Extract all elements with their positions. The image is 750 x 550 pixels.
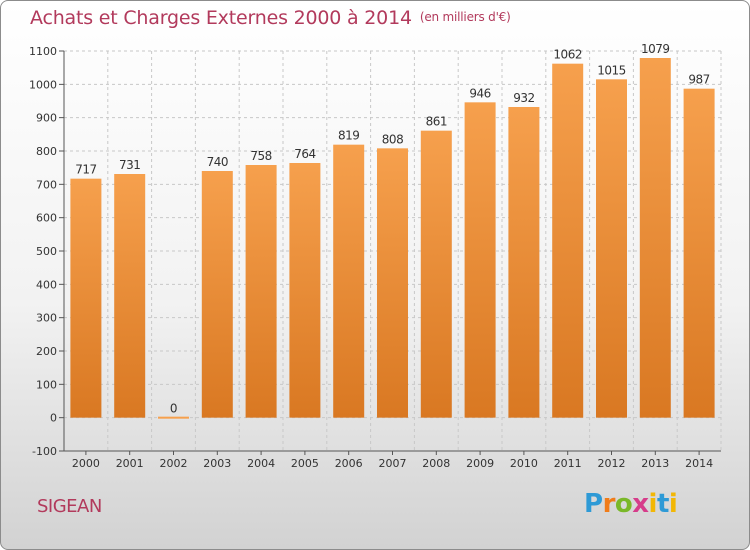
bar: [420, 130, 452, 418]
x-tick-label: 2013: [641, 457, 669, 470]
bar: [683, 88, 715, 418]
bar: [114, 174, 146, 418]
data-label: 861: [426, 115, 447, 129]
data-labels: 717 731 0 740 758 764 819 808 861 946 932 1062 1015 1…: [75, 42, 710, 416]
x-tick-label: 2000: [72, 457, 100, 470]
bar: [377, 148, 408, 418]
data-label: 731: [119, 158, 140, 172]
data-label: 808: [382, 132, 403, 146]
data-label: 740: [207, 155, 228, 169]
data-label: 819: [338, 129, 359, 143]
logo-letter: P: [584, 489, 603, 519]
logo-letter: x: [632, 489, 649, 519]
y-tick-label: -100: [32, 445, 57, 458]
chart-title-text: Achats et Charges Externes 2000 à 2014: [30, 7, 412, 29]
x-tick-label: 2012: [598, 457, 626, 470]
data-label: 717: [75, 163, 96, 177]
bars: [70, 58, 715, 419]
bar: [464, 102, 496, 418]
x-tick-label: 2014: [685, 457, 713, 470]
proxiti-logo: Proxiti: [584, 489, 678, 519]
data-label: 1062: [553, 48, 582, 62]
y-tick-label: 1100: [29, 45, 57, 58]
y-tick-label: 200: [36, 345, 57, 358]
bar: [333, 144, 365, 418]
x-tick-label: 2011: [554, 457, 582, 470]
bar: [639, 58, 671, 418]
logo-letter: i: [668, 489, 678, 519]
bar: [245, 165, 277, 418]
logo-letter: o: [614, 489, 633, 519]
data-label: 764: [294, 147, 315, 161]
bar: [158, 416, 189, 419]
commune-name: SIGEAN: [37, 496, 102, 517]
y-tick-label: 0: [50, 412, 57, 425]
x-tick-label: 2003: [203, 457, 231, 470]
y-tick-label: 700: [36, 178, 57, 191]
x-tick-label: 2007: [379, 457, 407, 470]
y-tick-label: 500: [36, 245, 57, 258]
data-label: 987: [688, 73, 709, 87]
bar: [289, 163, 321, 418]
y-tick-label: 400: [36, 278, 57, 291]
data-label: 1079: [641, 42, 670, 56]
y-tick-label: 1000: [29, 78, 57, 91]
bar: [552, 63, 584, 418]
axes: -100 0 100 200 300 400 500 600 700 800 900 1000 1100…: [29, 45, 721, 470]
unit-note: (en milliers d'€): [419, 10, 511, 24]
y-tick-label: 300: [36, 312, 57, 325]
data-label: 1015: [597, 63, 626, 77]
logo-letter: r: [602, 489, 616, 519]
y-tick-label: 100: [36, 378, 57, 391]
x-tick-label: 2010: [510, 457, 538, 470]
x-tick-label: 2005: [291, 457, 319, 470]
data-label: 946: [469, 86, 490, 100]
bar: [508, 107, 540, 418]
y-tick-label: 800: [36, 145, 57, 158]
chart-title: Achats et Charges Externes 2000 à 2014 (e…: [30, 7, 511, 29]
logo-letter: i: [648, 489, 658, 519]
x-tick-label: 2001: [116, 457, 144, 470]
x-tick-label: 2006: [335, 457, 363, 470]
logo-letter: t: [656, 489, 669, 519]
data-label: 932: [513, 91, 534, 105]
x-tick-label: 2004: [247, 457, 275, 470]
bar: [201, 171, 233, 418]
y-tick-label: 600: [36, 212, 57, 225]
x-tick-label: 2002: [160, 457, 188, 470]
x-tick-label: 2009: [466, 457, 494, 470]
x-tick-label: 2008: [422, 457, 450, 470]
data-label: 0: [170, 402, 177, 416]
y-tick-label: 900: [36, 112, 57, 125]
data-label: 758: [250, 149, 271, 163]
bar: [596, 79, 627, 418]
bar: [70, 178, 102, 418]
